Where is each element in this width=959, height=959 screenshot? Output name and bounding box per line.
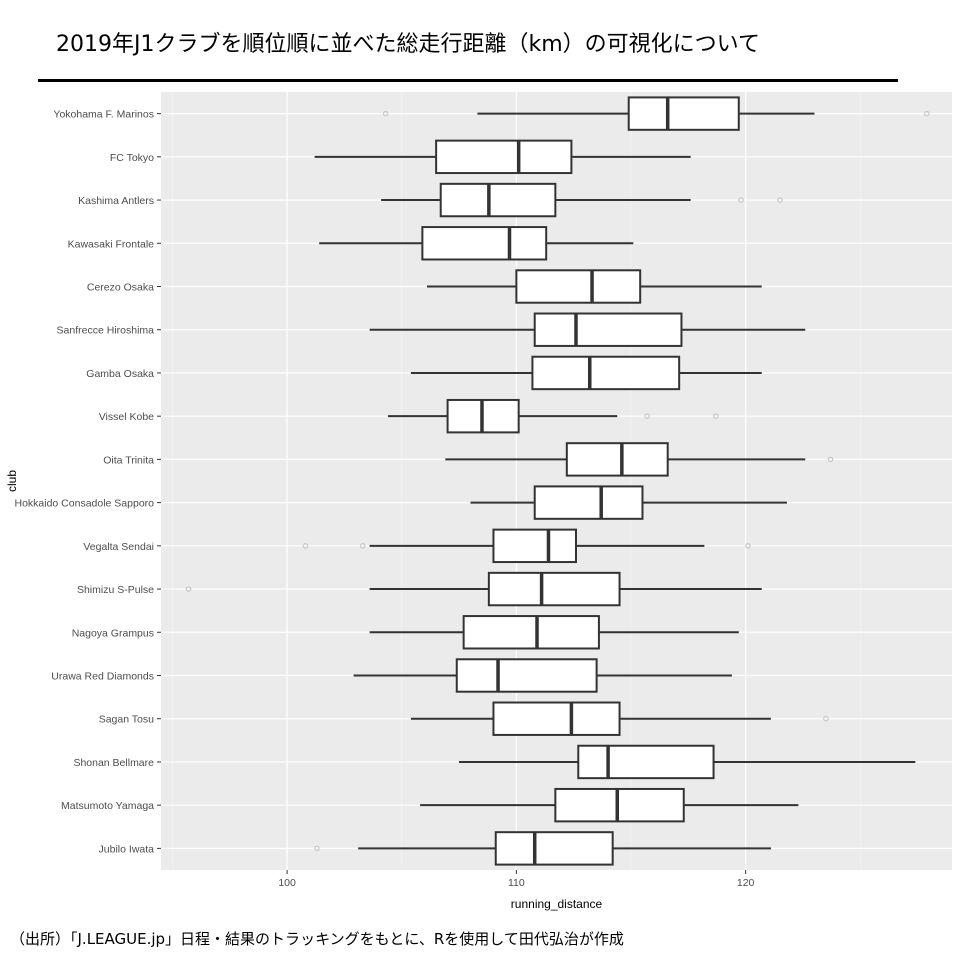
y-tick-label: Kashima Antlers [78,195,154,207]
y-axis: Yokohama F. Marinos FC Tokyo Kashima Antle… [14,109,161,855]
outlier-point [745,543,751,549]
y-tick-label: Sagan Tosu [99,714,154,726]
box-jubilo-iwata [314,831,771,866]
box-fc-tokyo [314,139,691,175]
page-title: 2019年J1クラブを順位順に並べた総走行距離（km）の可視化について [56,32,760,57]
box-sanfrecce-hiroshima [369,312,806,347]
outlier-point [777,197,783,203]
y-tick-label: Gamba Osaka [86,368,154,380]
box-iqr [554,787,685,823]
x-tick-label: 100 [278,877,296,889]
box-iqr [435,139,573,175]
outlier-point [823,715,829,722]
y-tick-label: Matsumoto Yamaga [61,800,154,812]
y-axis-title: club [5,470,19,492]
box-hokkaido-consadole-sapporo [470,485,787,520]
box-iqr [421,226,548,261]
y-tick-label: Jubilo Iwata [99,843,155,855]
box-iqr [627,96,740,131]
box-oita-trinita [445,442,834,477]
y-tick-label: Urawa Red Diamonds [51,671,154,683]
box-gamba-osaka [410,355,762,391]
box-sagan-tosu [410,701,829,736]
box-iqr [487,571,621,607]
y-tick-label: Kawasaki Frontale [68,238,155,250]
y-tick-label: Vegalta Sendai [83,541,154,553]
title-divider [38,79,898,82]
outlier-point [827,456,834,463]
y-tick-label: Sanfrecce Hiroshima [57,325,155,337]
x-tick-label: 120 [737,877,755,889]
box-iqr [515,269,642,304]
box-kashima-antlers [381,182,783,218]
box-iqr [533,485,644,520]
outlier-point [382,110,389,117]
boxes-layer [185,96,930,866]
y-tick-label: Oita Trinita [103,454,154,466]
y-tick-label: Cerezo Osaka [87,282,154,294]
box-iqr [492,528,577,564]
box-cerezo-osaka [426,269,762,304]
y-tick-label: Yokohama F. Marinos [53,109,154,121]
box-iqr [494,831,614,866]
box-iqr [577,744,715,780]
x-tick-label: 110 [508,877,525,889]
box-iqr [565,442,669,477]
box-iqr [462,615,600,650]
box-matsumoto-yamaga [420,787,799,823]
box-vissel-kobe [387,398,719,434]
box-iqr [455,658,598,693]
plot-panel [161,92,952,870]
outlier-point [738,197,744,203]
x-axis-title: running_distance [511,897,603,911]
x-axis: 100 110 120 [278,870,755,889]
outlier-point [302,543,309,549]
box-kawasaki-frontale [319,226,634,261]
box-nagoya-grampus [369,615,739,650]
outlier-point [644,413,650,419]
outlier-point [923,110,930,117]
box-shimizu-s-pulse [185,571,762,607]
y-tick-label: Vissel Kobe [99,411,154,423]
source-note: （出所）「J.LEAGUE.jp」日程・結果のトラッキングをもとに、Rを使用して… [10,930,624,948]
outlier-point [713,413,719,419]
outlier-point [359,543,366,549]
outlier-point [185,586,192,592]
y-tick-label: Shimizu S-Pulse [77,584,154,596]
y-tick-label: Shonan Bellmare [73,757,154,769]
box-iqr [533,312,683,347]
box-iqr [531,355,681,391]
y-tick-label: Nagoya Grampus [72,627,154,639]
box-vegalta-sendai [302,528,751,564]
box-iqr [492,701,621,736]
y-tick-label: FC Tokyo [110,152,154,164]
y-tick-label: Hokkaido Consadole Sapporo [14,498,154,510]
outlier-point [314,845,320,852]
box-yokohama-f-marinos [382,96,930,131]
box-shonan-bellmare [459,744,916,780]
box-iqr [439,182,557,218]
box-urawa-red-diamonds [353,658,732,693]
